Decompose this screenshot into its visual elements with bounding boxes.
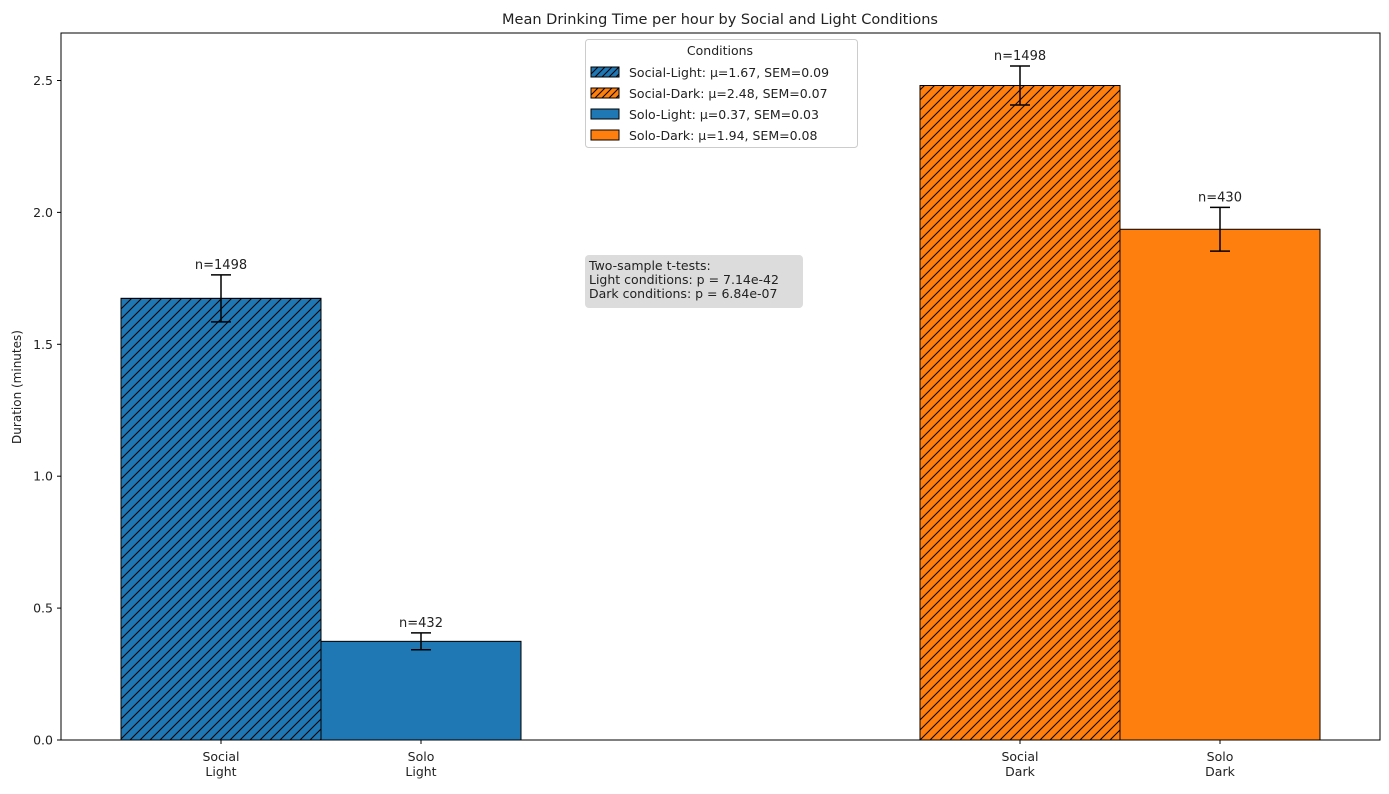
x-tick-label: Light — [205, 764, 236, 779]
y-axis-label: Duration (minutes) — [10, 330, 24, 444]
bar-hatch — [919, 84, 1121, 741]
n-label: n=430 — [1198, 190, 1242, 205]
x-tick-label: Social — [202, 749, 239, 764]
n-label: n=1498 — [994, 49, 1046, 64]
chart-title: Mean Drinking Time per hour by Social an… — [502, 12, 938, 28]
x-tick-label: Dark — [1205, 764, 1235, 779]
n-label: n=432 — [399, 616, 443, 631]
legend-box — [585, 39, 858, 148]
x-tick-label: Light — [405, 764, 436, 779]
legend-entry: Solo-Light: μ=0.37, SEM=0.03 — [629, 107, 819, 122]
legend-swatch — [590, 108, 620, 120]
x-tick-label: Solo — [1207, 749, 1234, 764]
legend-entry: Social-Dark: μ=2.48, SEM=0.07 — [629, 86, 828, 101]
bar — [320, 640, 522, 741]
legend-swatch-hatch — [590, 66, 620, 78]
legend-swatch-hatch — [590, 87, 620, 99]
x-tick-label: Dark — [1005, 764, 1035, 779]
y-tick-label: 0.0 — [33, 733, 53, 748]
legend-entry: Solo-Dark: μ=1.94, SEM=0.08 — [629, 128, 817, 143]
n-label: n=1498 — [195, 258, 247, 273]
ttest-annotation: Two-sample t-tests:Light conditions: p =… — [585, 255, 803, 308]
annotation-line: Two-sample t-tests: — [588, 258, 711, 273]
bar — [1119, 228, 1321, 741]
plot-frame — [60, 32, 1381, 741]
y-tick-label: 0.5 — [33, 601, 53, 616]
annotation-line: Light conditions: p = 7.14e-42 — [589, 272, 779, 287]
legend-swatch — [590, 129, 620, 141]
x-tick-label: Solo — [408, 749, 435, 764]
legend-entry: Social-Light: μ=1.67, SEM=0.09 — [629, 65, 829, 80]
annotation-box — [585, 255, 803, 308]
y-tick-label: 2.5 — [33, 73, 53, 88]
y-tick-label: 1.0 — [33, 469, 53, 484]
y-tick-label: 1.5 — [33, 337, 53, 352]
legend: Conditions Social-Light: μ=1.67, SEM=0.09… — [585, 39, 858, 148]
legend-title: Conditions — [687, 43, 753, 58]
x-tick-label: Social — [1001, 749, 1038, 764]
bar-hatch — [120, 297, 322, 741]
y-tick-label: 2.0 — [33, 205, 53, 220]
annotation-line: Dark conditions: p = 6.84e-07 — [589, 286, 777, 301]
